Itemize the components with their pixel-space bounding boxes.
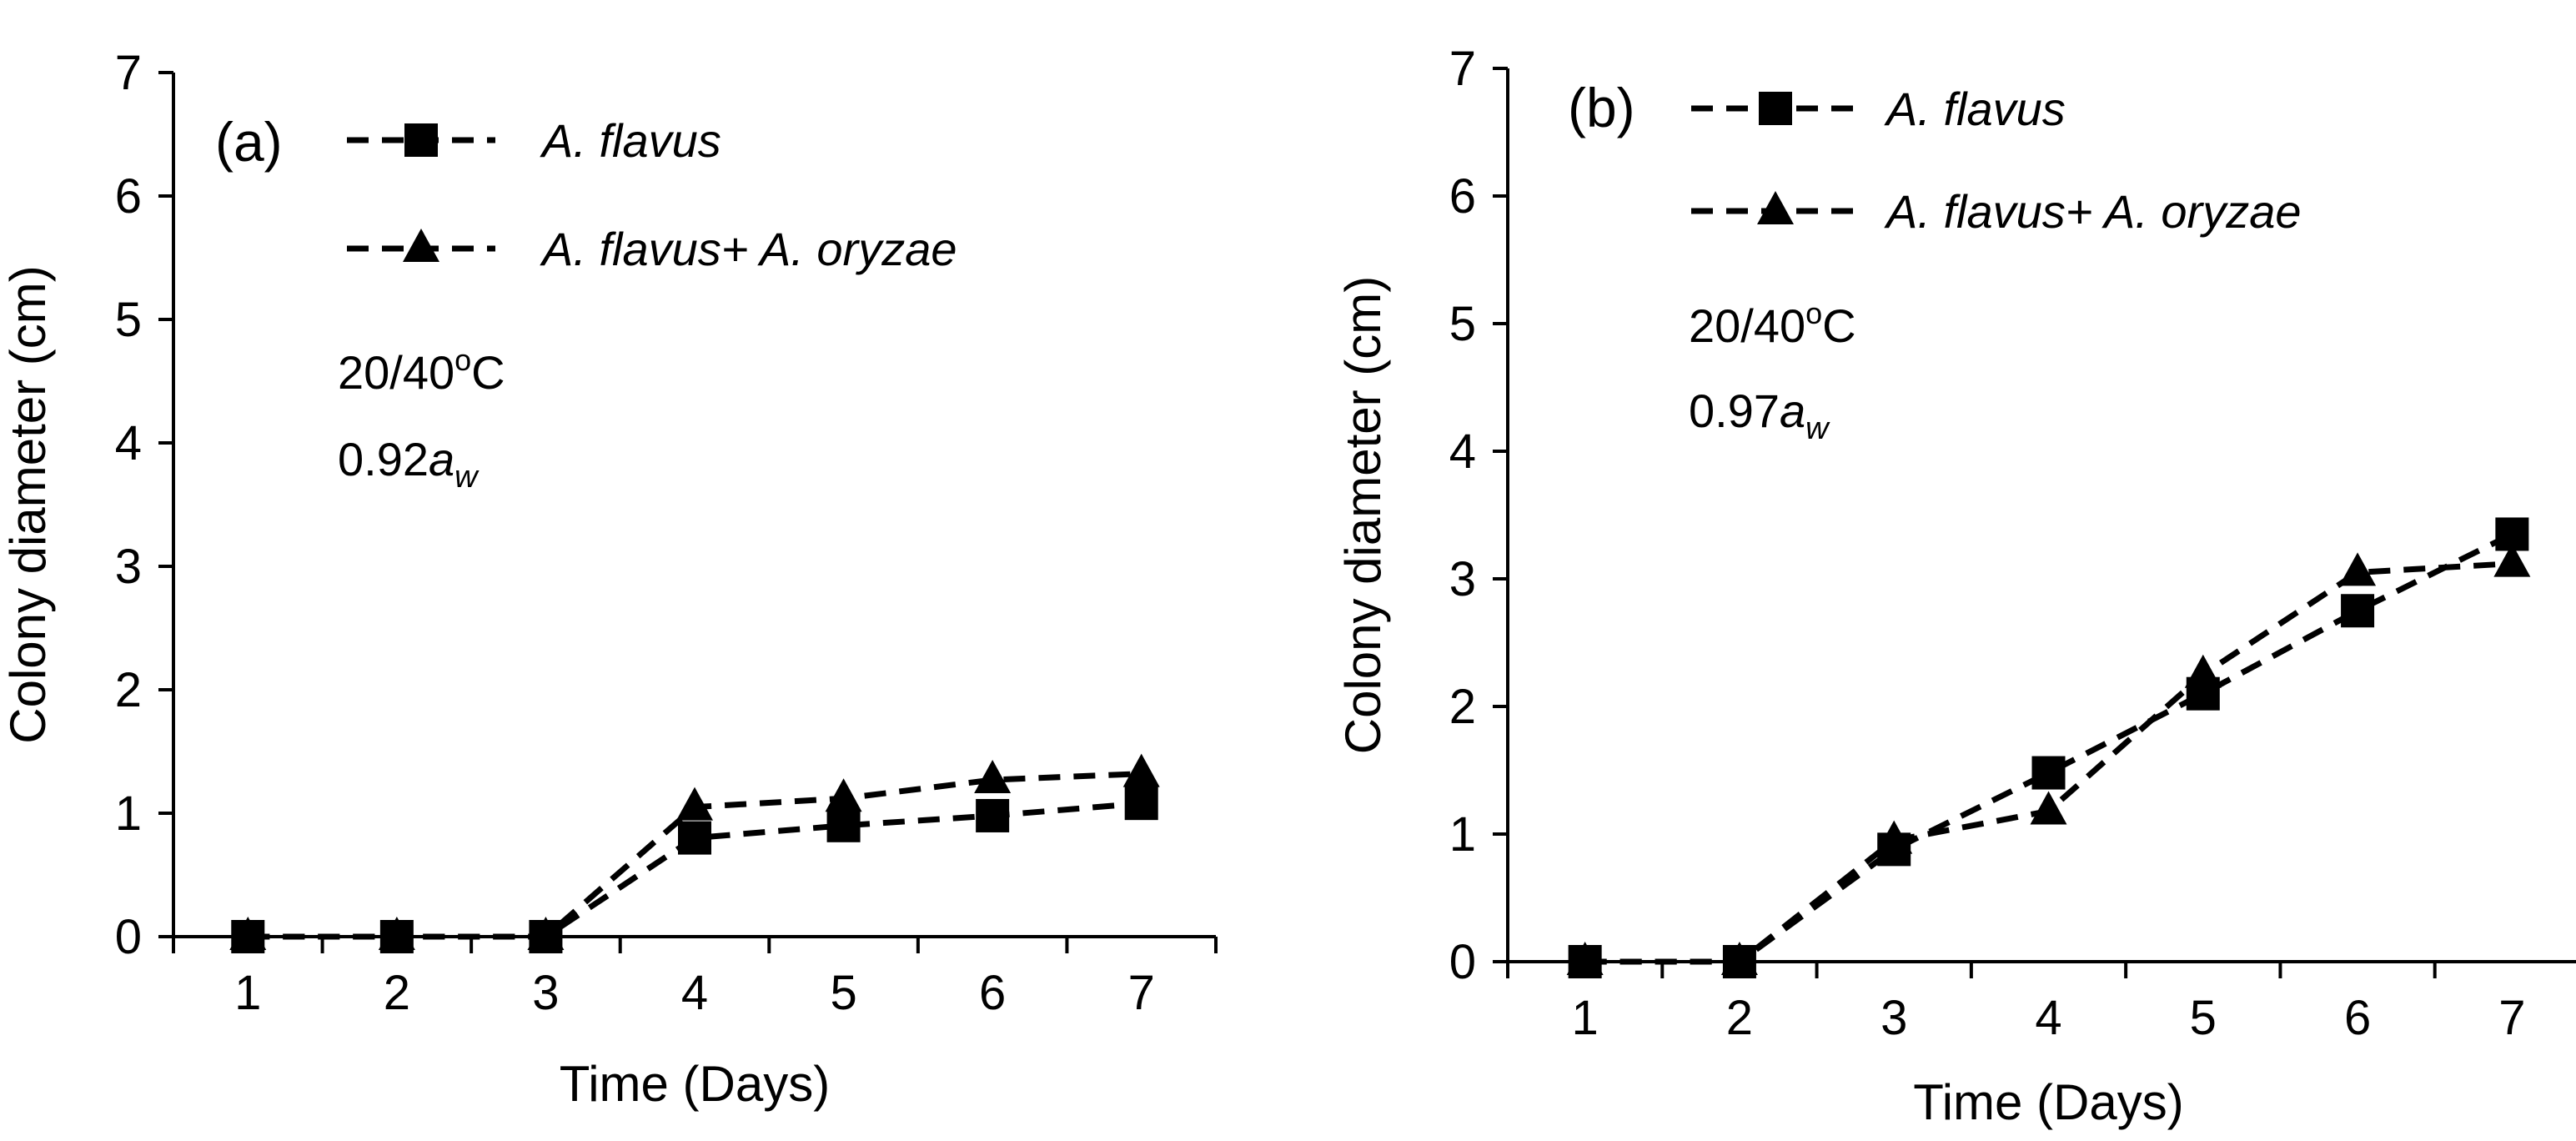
data-point-square <box>976 798 1010 832</box>
y-tick-label: 5 <box>1449 297 1476 351</box>
y-tick-label: 6 <box>115 169 142 224</box>
y-tick-label: 7 <box>1449 42 1476 96</box>
data-point-triangle <box>2184 654 2222 688</box>
data-point-square <box>678 821 711 855</box>
data-point-triangle <box>1566 942 1604 975</box>
temperature-label: 20/40oC <box>338 343 505 399</box>
y-tick-label: 4 <box>115 416 142 470</box>
data-point-triangle <box>1122 753 1160 787</box>
y-tick-label: 1 <box>1449 807 1476 862</box>
data-point-triangle <box>527 917 565 950</box>
data-point-triangle <box>2339 552 2377 586</box>
legend-marker-triangle <box>1757 191 1794 224</box>
data-point-triangle <box>1720 942 1758 975</box>
panel-label: (a) <box>215 111 283 173</box>
data-point-triangle <box>378 917 415 950</box>
legend-label: A. flavus+ A. oryzae <box>1884 185 2302 238</box>
data-point-square <box>1124 787 1158 821</box>
x-tick-label: 6 <box>2344 991 2371 1045</box>
y-tick-label: 2 <box>1449 680 1476 734</box>
data-point-triangle <box>974 760 1012 794</box>
x-tick-label: 2 <box>1726 991 1753 1045</box>
x-tick-label: 3 <box>1881 991 1907 1045</box>
y-axis-title: Colony diameter (cm) <box>0 265 56 744</box>
chart-panel-a: 0 1 2 3 4 5 6 7 1 2 3 4 5 6 7 Time (Days) Colony diamete… <box>0 46 1218 1112</box>
data-point-triangle <box>229 917 267 950</box>
legend: A. flavus A. flavus+ A. oryzae <box>1691 83 2302 238</box>
x-tick-label: 3 <box>532 966 559 1020</box>
y-axis-title: Colony diameter (cm) <box>1335 276 1391 755</box>
legend-label: A. flavus <box>540 114 721 167</box>
y-tick-label: 4 <box>1449 425 1476 479</box>
legend-marker-square <box>404 123 438 157</box>
x-tick-label: 6 <box>979 966 1006 1020</box>
x-tick-label: 4 <box>2035 991 2061 1045</box>
y-tick-label: 3 <box>1449 552 1476 606</box>
data-point-triangle <box>676 787 713 821</box>
data-point-triangle <box>825 778 862 812</box>
legend: A. flavus A. flavus+ A. oryzae <box>347 114 957 275</box>
x-axis-title: Time (Days) <box>560 1056 830 1112</box>
y-tick-label: 1 <box>115 787 142 841</box>
data-point-square <box>826 808 861 842</box>
y-tick-label: 5 <box>115 293 142 347</box>
legend-marker-triangle <box>403 229 439 262</box>
water-activity-label: 0.92aw <box>338 433 480 495</box>
panel-label: (b) <box>1568 77 1635 138</box>
legend-marker-square <box>1759 92 1792 125</box>
water-activity-label: 0.97aw <box>1689 385 1830 446</box>
data-point-triangle <box>1876 820 1913 854</box>
x-tick-label: 4 <box>681 966 708 1020</box>
x-tick-label: 1 <box>1572 991 1599 1045</box>
data-point-square <box>2031 756 2066 790</box>
y-tick-label: 2 <box>115 663 142 717</box>
legend-label: A. flavus+ A. oryzae <box>540 223 957 275</box>
x-tick-label: 2 <box>384 966 410 1020</box>
legend-label: A. flavus <box>1884 83 2066 135</box>
x-tick-label: 5 <box>830 966 856 1020</box>
data-point-square <box>2341 594 2375 628</box>
data-point-triangle <box>2493 543 2531 577</box>
y-tick-label: 3 <box>115 540 142 594</box>
y-tick-label: 7 <box>115 46 142 100</box>
y-tick-label: 0 <box>1449 935 1476 989</box>
x-tick-label: 7 <box>1128 966 1155 1020</box>
x-tick-label: 7 <box>2498 991 2525 1045</box>
chart-panel-b: 0 1 2 3 4 5 6 7 1 2 3 4 5 6 7 Time (Days) Colony diamete… <box>1335 42 2576 1130</box>
x-tick-label: 1 <box>234 966 261 1020</box>
y-tick-label: 0 <box>115 910 142 964</box>
data-point-triangle <box>2030 791 2067 825</box>
y-tick-label: 6 <box>1449 169 1476 224</box>
x-tick-label: 5 <box>2190 991 2217 1045</box>
x-axis-title: Time (Days) <box>1913 1074 2183 1130</box>
temperature-label: 20/40oC <box>1689 296 1856 352</box>
